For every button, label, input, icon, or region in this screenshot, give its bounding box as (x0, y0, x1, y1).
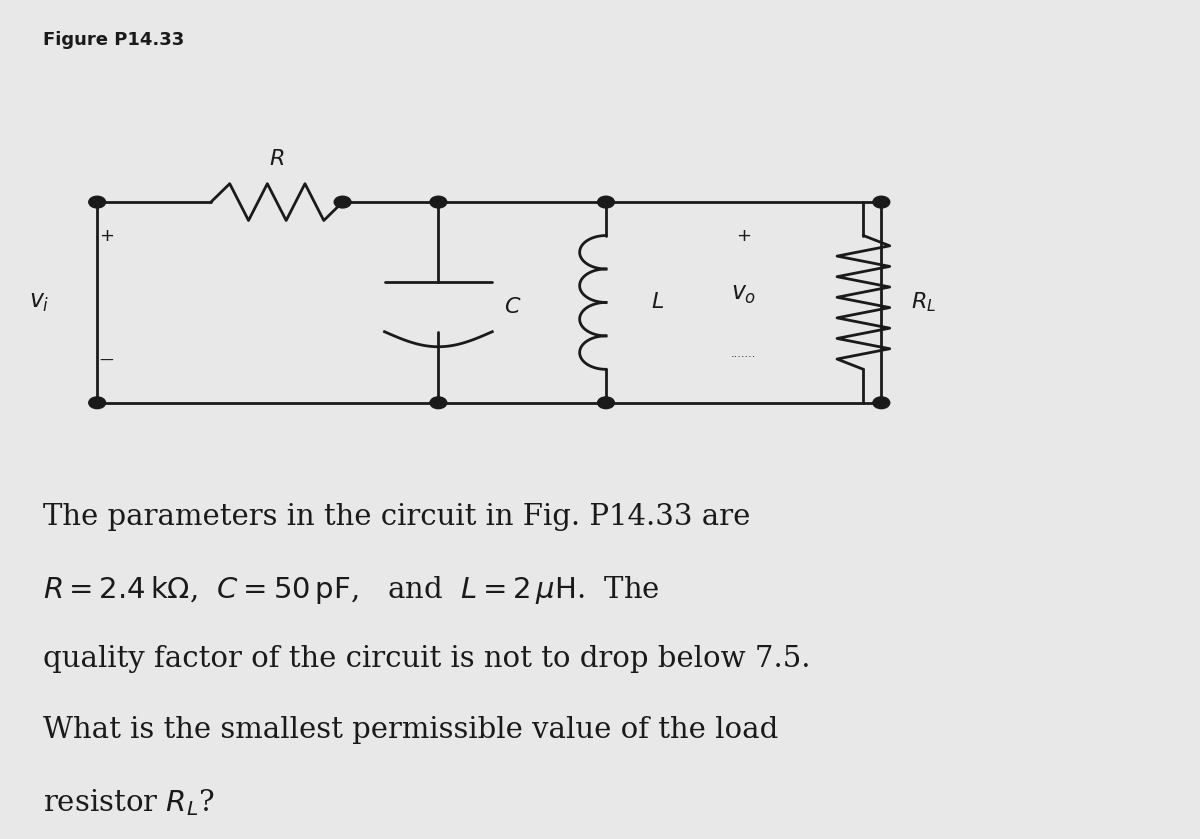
Text: —: — (100, 354, 114, 368)
Circle shape (89, 397, 106, 409)
Text: What is the smallest permissible value of the load: What is the smallest permissible value o… (43, 717, 779, 744)
Circle shape (89, 196, 106, 208)
Text: +: + (100, 227, 114, 244)
Text: $v_o$: $v_o$ (731, 283, 756, 305)
Circle shape (598, 397, 614, 409)
Text: $R_L$: $R_L$ (911, 290, 936, 315)
Text: +: + (736, 227, 751, 244)
Text: The parameters in the circuit in Fig. P14.33 are: The parameters in the circuit in Fig. P1… (43, 503, 751, 531)
Text: Figure P14.33: Figure P14.33 (43, 31, 185, 49)
Text: resistor $R_L$?: resistor $R_L$? (43, 788, 215, 818)
Text: quality factor of the circuit is not to drop below 7.5.: quality factor of the circuit is not to … (43, 645, 811, 673)
Circle shape (872, 196, 889, 208)
Circle shape (872, 397, 889, 409)
Circle shape (430, 196, 446, 208)
Circle shape (598, 196, 614, 208)
Text: $R$: $R$ (269, 149, 284, 170)
Text: $L$: $L$ (652, 291, 665, 314)
Text: $C$: $C$ (504, 295, 522, 318)
Text: $R = 2.4\,\mathrm{k}\Omega$,  $C = 50\,\mathrm{pF}$,   and  $L = 2\,\mu\mathrm{H: $R = 2.4\,\mathrm{k}\Omega$, $C = 50\,\m… (43, 574, 660, 607)
Circle shape (430, 397, 446, 409)
Text: $v_i$: $v_i$ (29, 291, 49, 314)
Circle shape (335, 196, 350, 208)
Text: ·······: ······· (731, 352, 756, 362)
